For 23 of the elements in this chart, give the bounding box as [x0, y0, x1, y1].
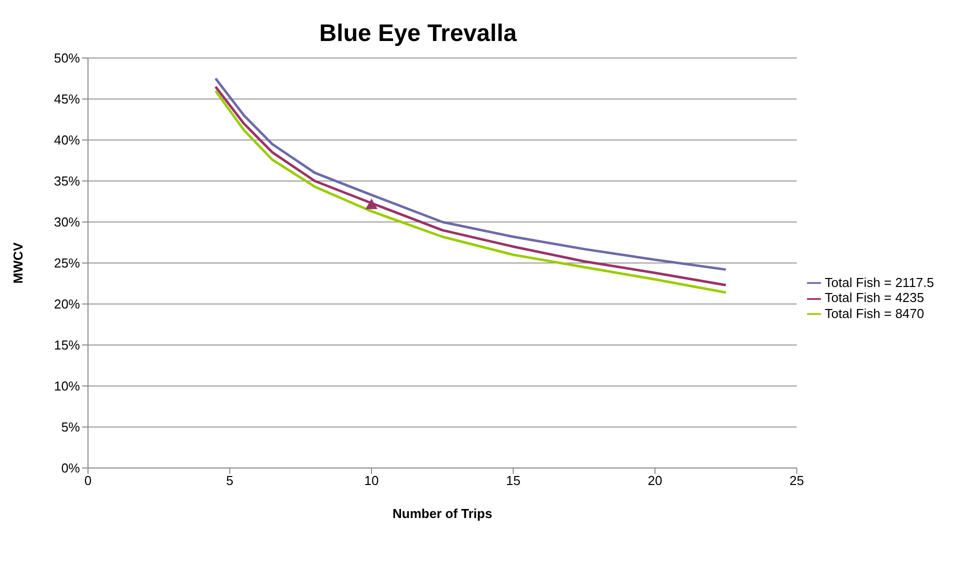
y-tick-label: 45%	[54, 92, 80, 107]
x-tick-label: 5	[226, 473, 234, 488]
x-tick-label: 15	[506, 473, 520, 488]
x-axis-title: Number of Trips	[392, 506, 492, 521]
y-tick-label: 5%	[61, 420, 80, 435]
y-tick-label: 10%	[54, 378, 80, 394]
legend-label: Total Fish = 8470	[824, 306, 924, 321]
x-tick-label: 25	[790, 473, 804, 488]
x-tick-label: 20	[648, 473, 662, 488]
x-tick-label: 0	[84, 473, 92, 488]
y-tick-label: 40%	[54, 132, 80, 148]
y-tick-label: 35%	[54, 174, 80, 189]
chart-title: Blue Eye Trevalla	[318, 19, 518, 48]
x-tick-label: 10	[364, 473, 379, 488]
y-tick-label: 25%	[54, 256, 80, 271]
y-tick-label: 0%	[61, 460, 80, 476]
legend-label: Total Fish = 4235	[824, 290, 924, 306]
y-tick-label: 15%	[54, 338, 80, 353]
y-tick-label: 30%	[54, 214, 80, 230]
y-axis-title: MWCV	[10, 242, 26, 284]
y-tick-label: 20%	[54, 296, 80, 312]
y-tick-label: 50%	[54, 50, 80, 66]
legend-label: Total Fish = 2117.5	[824, 274, 934, 290]
